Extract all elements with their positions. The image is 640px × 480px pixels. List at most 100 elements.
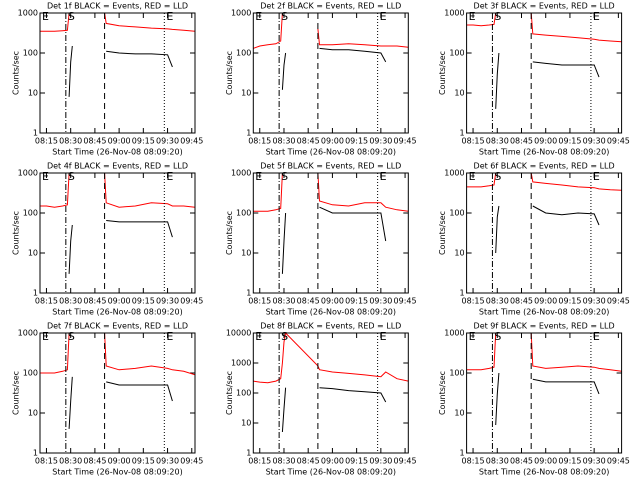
plot-frame [252, 332, 409, 454]
x-axis-label: Start Time (26-Nov-08 08:09:20) [266, 468, 396, 477]
x-tick-label: 09:15 [132, 297, 155, 306]
series-line [495, 372, 600, 426]
y-axis-label: Counts/sec [438, 51, 447, 95]
x-tick-label: 08:30 [486, 457, 509, 466]
y-axis-label: Counts/sec [225, 371, 234, 415]
panel: Det 4f BLACK = Events, RED = LLD Start Ti… [12, 162, 204, 317]
annotation: S [281, 170, 288, 183]
annotation: E [255, 330, 262, 343]
x-tick-label: 09:30 [156, 137, 179, 146]
y-tick-label: 100 [449, 369, 464, 378]
annotation: E [380, 330, 387, 343]
panel: Det 1f BLACK = Events, RED = LLD Start Ti… [12, 2, 204, 157]
x-tick-label: 09:00 [321, 137, 344, 146]
annotation: S [281, 10, 288, 23]
y-axis-label: Counts/sec [438, 371, 447, 415]
chart-title: Det 3f BLACK = Events, RED = LLD [474, 2, 615, 11]
x-tick-label: 09:00 [534, 457, 557, 466]
y-tick-label: 10 [28, 89, 38, 98]
x-tick-label: 09:45 [394, 297, 417, 306]
x-tick-label: 09:15 [132, 137, 155, 146]
annotation: E [593, 10, 600, 23]
x-axis-label: Start Time (26-Nov-08 08:09:20) [52, 148, 182, 157]
x-tick-label: 09:15 [558, 297, 581, 306]
chart-title: Det 2f BLACK = Events, RED = LLD [260, 2, 401, 11]
y-tick-label: 10 [241, 89, 251, 98]
x-axis-label: Start Time (26-Nov-08 08:09:20) [266, 308, 396, 317]
x-tick-label: 09:15 [345, 297, 368, 306]
x-tick-label: 09:30 [583, 457, 606, 466]
annotation: E [166, 330, 173, 343]
x-tick-label: 09:00 [108, 137, 131, 146]
chart-title: Det 6f BLACK = Events, RED = LLD [474, 162, 615, 171]
x-tick-label: 09:15 [558, 457, 581, 466]
y-tick-label: 1000 [18, 329, 38, 338]
plot-frame [466, 12, 623, 134]
y-tick-label: 100 [236, 389, 251, 398]
y-tick-label: 1 [246, 449, 251, 458]
series-line [281, 206, 387, 274]
x-tick-label: 08:30 [272, 137, 295, 146]
series-line [253, 13, 409, 49]
series-line [466, 333, 622, 372]
series-line [466, 13, 622, 43]
x-tick-label: 08:15 [35, 457, 58, 466]
series-line [68, 220, 173, 274]
x-tick-label: 08:45 [510, 457, 533, 466]
x-tick-label: 08:15 [248, 137, 271, 146]
y-tick-label: 1000 [444, 9, 464, 18]
y-tick-label: 1 [460, 449, 465, 458]
x-tick-label: 09:00 [321, 457, 344, 466]
y-tick-label: 1 [33, 129, 38, 138]
annotation: S [68, 330, 75, 343]
x-tick-label: 09:45 [180, 137, 203, 146]
plot-frame [39, 12, 196, 134]
y-tick-label: 1 [33, 449, 38, 458]
x-tick-label: 08:45 [83, 297, 106, 306]
y-tick-label: 10000 [226, 329, 251, 338]
x-tick-label: 09:30 [583, 137, 606, 146]
y-tick-label: 100 [23, 49, 38, 58]
x-axis-label: Start Time (26-Nov-08 08:09:20) [52, 308, 182, 317]
plot-frame [39, 172, 196, 294]
x-tick-label: 08:30 [59, 137, 82, 146]
x-tick-label: 08:15 [462, 137, 485, 146]
y-tick-label: 1000 [18, 9, 38, 18]
chart-title: Det 1f BLACK = Events, RED = LLD [47, 2, 188, 11]
chart-title: Det 9f BLACK = Events, RED = LLD [474, 322, 615, 331]
x-tick-label: 09:45 [607, 297, 630, 306]
panel: Det 3f BLACK = Events, RED = LLD Start Ti… [438, 2, 630, 157]
x-tick-label: 08:45 [83, 457, 106, 466]
series-line [68, 376, 173, 429]
x-tick-label: 09:30 [369, 457, 392, 466]
plot-frame [466, 172, 623, 294]
x-tick-label: 09:00 [108, 297, 131, 306]
y-tick-label: 1000 [18, 169, 38, 178]
x-tick-label: 09:30 [156, 457, 179, 466]
panel: Det 5f BLACK = Events, RED = LLD Start Ti… [225, 162, 417, 317]
x-tick-label: 09:30 [156, 297, 179, 306]
x-axis-label: Start Time (26-Nov-08 08:09:20) [479, 468, 609, 477]
x-tick-label: 08:15 [35, 297, 58, 306]
y-tick-label: 1 [33, 289, 38, 298]
y-tick-label: 100 [449, 49, 464, 58]
x-tick-label: 08:30 [59, 297, 82, 306]
chart-title: Det 5f BLACK = Events, RED = LLD [260, 162, 401, 171]
annotation: E [380, 170, 387, 183]
y-tick-label: 100 [23, 209, 38, 218]
annotation: S [68, 170, 75, 183]
annotation: E [255, 10, 262, 23]
x-axis-label: Start Time (26-Nov-08 08:09:20) [52, 468, 182, 477]
x-tick-label: 08:30 [272, 457, 295, 466]
x-tick-label: 08:45 [297, 297, 320, 306]
annotation: S [68, 10, 75, 23]
y-tick-label: 1000 [231, 359, 251, 368]
y-tick-label: 10 [241, 249, 251, 258]
y-tick-label: 1000 [231, 169, 251, 178]
x-tick-label: 09:00 [108, 457, 131, 466]
y-tick-label: 1000 [231, 9, 251, 18]
x-tick-label: 09:15 [132, 457, 155, 466]
x-tick-label: 09:15 [345, 457, 368, 466]
x-tick-label: 08:15 [248, 457, 271, 466]
